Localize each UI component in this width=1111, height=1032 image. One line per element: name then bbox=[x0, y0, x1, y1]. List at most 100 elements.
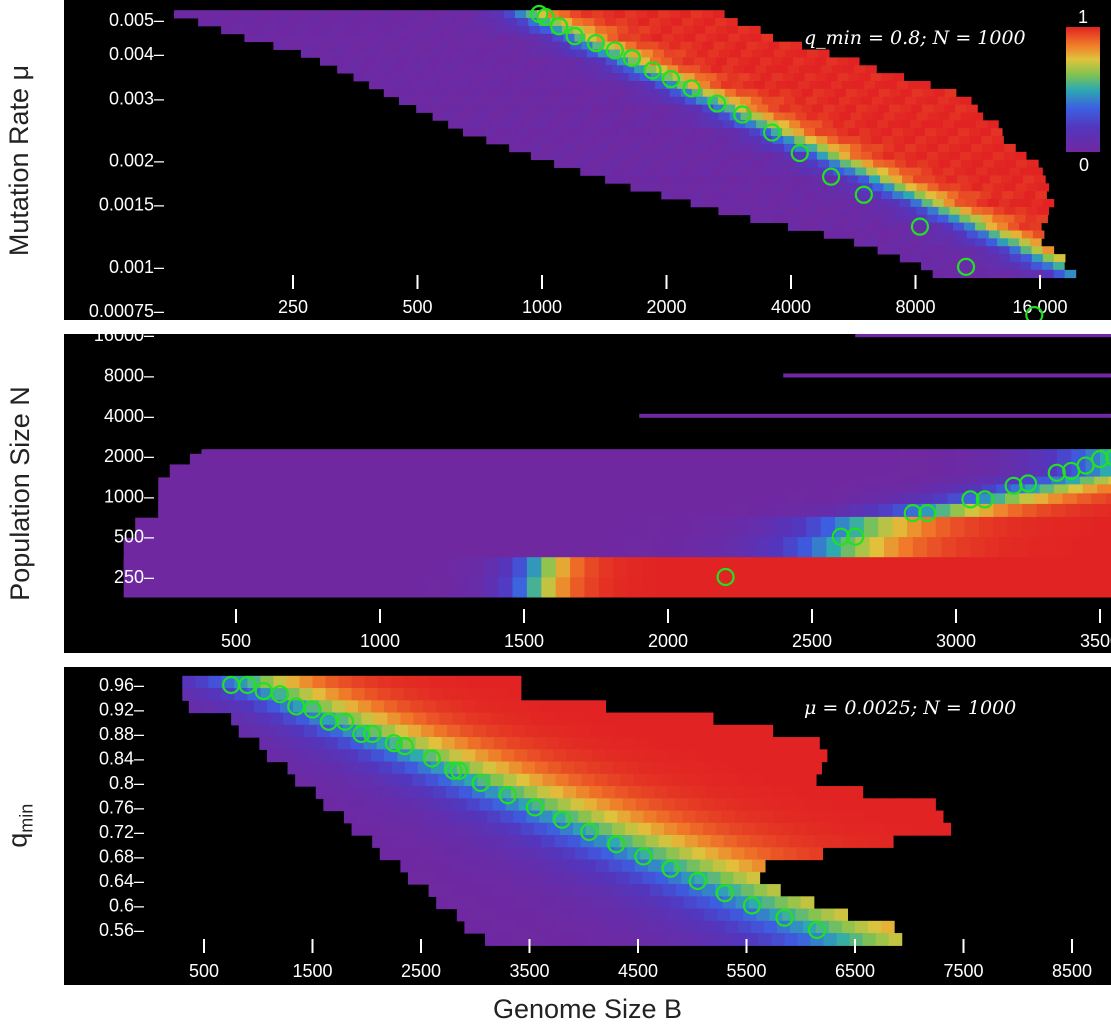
heatmap-cell bbox=[613, 908, 627, 922]
heatmap-cell bbox=[363, 57, 376, 66]
heatmap-cell bbox=[693, 786, 707, 799]
heatmap-cell bbox=[564, 49, 577, 58]
heatmap-cell bbox=[725, 413, 735, 418]
heatmap-cell bbox=[771, 191, 783, 200]
heatmap-cell bbox=[519, 884, 534, 897]
heatmap-cell bbox=[227, 700, 242, 714]
heatmap-cell bbox=[759, 724, 774, 738]
heatmap-cell bbox=[390, 822, 405, 836]
heatmap-cell bbox=[707, 143, 719, 153]
heatmap-cell bbox=[793, 737, 807, 750]
heatmap-cell bbox=[849, 786, 864, 799]
heatmap-cell bbox=[633, 81, 645, 90]
heatmap-cell bbox=[698, 920, 713, 934]
heatmap-cell bbox=[898, 334, 908, 338]
heatmap-cell bbox=[475, 700, 489, 714]
heatmap-cell bbox=[937, 214, 949, 224]
heatmap-cell bbox=[943, 254, 956, 263]
heatmap-cell bbox=[481, 675, 496, 689]
heatmap-cell bbox=[482, 41, 494, 50]
heatmap-cell bbox=[618, 896, 633, 910]
heatmap-cell bbox=[790, 41, 802, 50]
heatmap-cell bbox=[640, 151, 653, 161]
heatmap-cell bbox=[350, 10, 362, 19]
heatmap-cell bbox=[903, 810, 918, 824]
heatmap-cell bbox=[760, 413, 770, 418]
heatmap-cell bbox=[844, 199, 857, 208]
heatmap-cell bbox=[904, 373, 914, 378]
heatmap-cell bbox=[603, 10, 615, 19]
heatmap-cell bbox=[711, 920, 726, 934]
heatmap-cell bbox=[662, 737, 677, 750]
heatmap-cell bbox=[754, 737, 768, 750]
heatmap-cell bbox=[911, 88, 924, 98]
heatmap-cell bbox=[745, 199, 758, 208]
heatmap-cell bbox=[556, 712, 571, 726]
heatmap-cell bbox=[725, 859, 740, 873]
heatmap-cell bbox=[439, 712, 454, 726]
heatmap-cell bbox=[716, 822, 730, 836]
heatmap-cell bbox=[1026, 206, 1039, 216]
heatmap-cell bbox=[392, 847, 407, 861]
heatmap-cell bbox=[566, 749, 581, 763]
heatmap-cell bbox=[482, 104, 494, 113]
heatmap-cell bbox=[690, 199, 703, 208]
heatmap-cell bbox=[384, 749, 398, 763]
heatmap-cell bbox=[613, 761, 627, 775]
heatmap-cell bbox=[195, 675, 209, 689]
heatmap-cell bbox=[898, 413, 908, 418]
heatmap-cell bbox=[169, 464, 185, 504]
heatmap-cell bbox=[729, 49, 742, 58]
heatmap-cell bbox=[746, 104, 758, 113]
heatmap-cell bbox=[941, 334, 951, 338]
heatmap-cell bbox=[943, 261, 955, 271]
heatmap-cell bbox=[693, 57, 706, 66]
heatmap-cell bbox=[491, 712, 506, 726]
heatmap-cell bbox=[647, 41, 659, 50]
heatmap-cell bbox=[992, 151, 1005, 161]
heatmap-cell bbox=[976, 167, 988, 176]
heatmap-cell bbox=[922, 104, 934, 113]
heatmap-cell bbox=[916, 810, 931, 824]
heatmap-cell bbox=[712, 859, 727, 873]
heatmap-cell bbox=[967, 413, 977, 418]
heatmap-cell bbox=[534, 81, 546, 90]
heatmap-cell bbox=[723, 835, 738, 848]
heatmap-cell bbox=[390, 688, 405, 701]
heatmap-cell bbox=[659, 773, 674, 787]
heatmap-cell bbox=[677, 81, 689, 90]
heatmap-cell bbox=[391, 81, 403, 90]
heatmap-cell bbox=[468, 675, 483, 689]
heatmap-cell bbox=[870, 798, 884, 812]
heatmap-cell bbox=[383, 88, 396, 98]
heatmap-cell bbox=[671, 175, 683, 184]
heatmap-cell bbox=[386, 773, 400, 787]
heatmap-cell bbox=[555, 920, 570, 934]
heatmap-cell bbox=[504, 104, 516, 113]
heatmap-cell bbox=[840, 159, 852, 168]
heatmap-cell bbox=[850, 183, 863, 192]
heatmap-cell bbox=[553, 143, 565, 153]
x-tick-label: 4500 bbox=[618, 961, 658, 981]
heatmap-cell bbox=[936, 191, 948, 200]
heatmap-cell bbox=[781, 57, 794, 66]
y-tick-label: 0.6– bbox=[109, 896, 144, 916]
heatmap-cell bbox=[706, 96, 719, 106]
heatmap-cell bbox=[550, 933, 564, 946]
heatmap-cell bbox=[814, 57, 827, 66]
heatmap-cell bbox=[624, 120, 636, 129]
heatmap-cell bbox=[751, 183, 764, 192]
heatmap-cell bbox=[860, 373, 871, 378]
heatmap-cell bbox=[641, 933, 655, 946]
heatmap-cell bbox=[966, 230, 979, 239]
heatmap-cell bbox=[647, 88, 660, 98]
heatmap-cell bbox=[543, 712, 558, 726]
heatmap-cell bbox=[990, 373, 1000, 378]
heatmap-cell bbox=[770, 175, 782, 184]
heatmap-cell bbox=[859, 191, 871, 200]
threshold-circle bbox=[525, 798, 545, 817]
heatmap-cell bbox=[336, 449, 352, 477]
heatmap-cell bbox=[761, 749, 776, 763]
heatmap-cell bbox=[196, 10, 208, 19]
heatmap-cell bbox=[582, 859, 597, 873]
